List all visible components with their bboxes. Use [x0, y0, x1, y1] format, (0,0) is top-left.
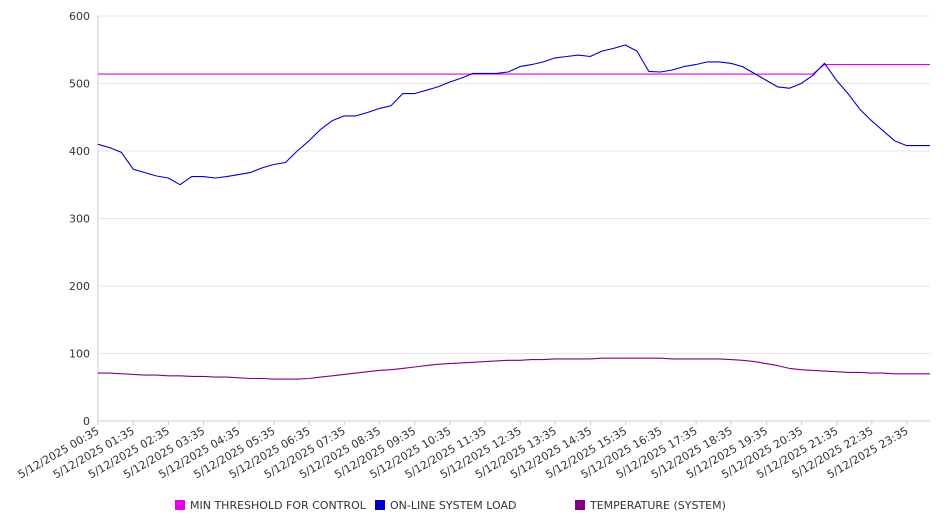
series-line-min-threshold-for-control: [98, 64, 930, 75]
series-line-on-line-system-load: [97, 44, 930, 186]
y-axis: 0 100 200 300 400 500 600: [69, 10, 99, 428]
legend-swatch: [375, 500, 385, 510]
legend-swatch: [575, 500, 585, 510]
legend-label: TEMPERATURE (SYSTEM): [589, 499, 726, 512]
y-tick-label: 300: [69, 213, 90, 226]
series-line-temperature-system: [98, 357, 930, 380]
y-tick-label: 600: [69, 10, 90, 23]
y-tick-label: 500: [69, 78, 90, 91]
legend: MIN THRESHOLD FOR CONTROL ON-LINE SYSTEM …: [175, 499, 726, 512]
legend-label: ON-LINE SYSTEM LOAD: [390, 499, 516, 512]
x-axis: 5/12/2025 00:355/12/2025 01:355/12/2025 …: [16, 420, 930, 481]
series-layer: [97, 44, 930, 380]
legend-label: MIN THRESHOLD FOR CONTROL: [190, 499, 367, 512]
y-tick-label: 200: [69, 280, 90, 293]
y-tick-label: 400: [69, 145, 90, 158]
gridlines: [98, 15, 930, 422]
y-tick-label: 100: [69, 348, 90, 361]
y-tick-label: 0: [83, 415, 90, 428]
legend-swatch: [175, 500, 185, 510]
